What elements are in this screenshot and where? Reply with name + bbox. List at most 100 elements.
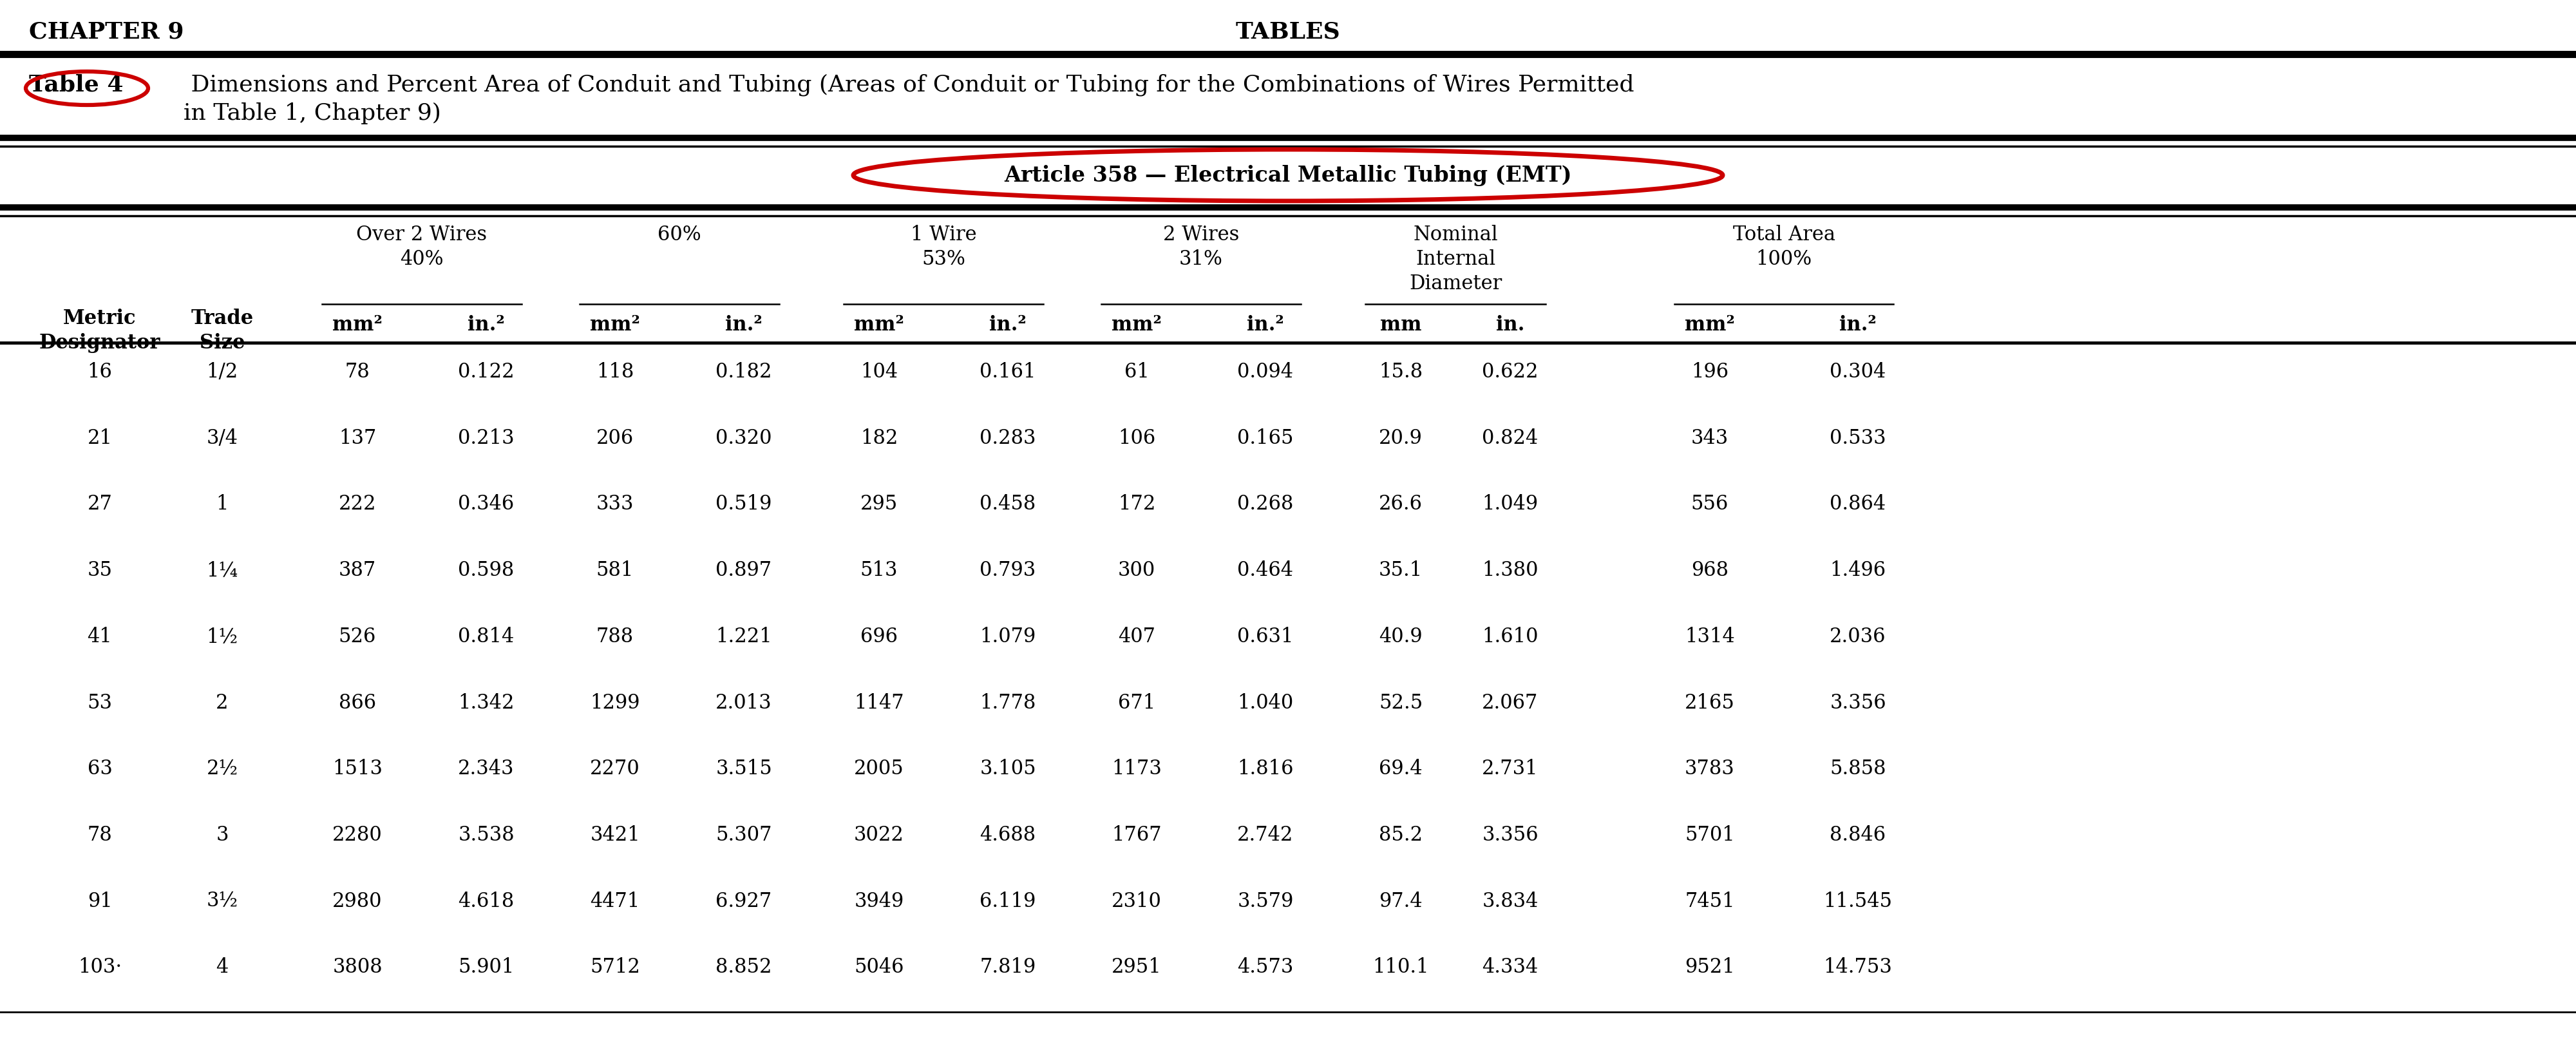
Text: 866: 866 xyxy=(337,693,376,713)
Text: 2.067: 2.067 xyxy=(1481,693,1538,713)
Text: 3: 3 xyxy=(216,825,229,845)
Text: in.²: in.² xyxy=(469,315,505,335)
Text: 206: 206 xyxy=(595,428,634,448)
Text: 1.221: 1.221 xyxy=(716,627,773,647)
Text: 526: 526 xyxy=(337,627,376,647)
Text: 3.834: 3.834 xyxy=(1481,892,1538,911)
Text: 2980: 2980 xyxy=(332,892,381,911)
Text: 0.165: 0.165 xyxy=(1236,428,1293,448)
Text: 1314: 1314 xyxy=(1685,627,1734,647)
Text: 1173: 1173 xyxy=(1113,759,1162,779)
Text: 3783: 3783 xyxy=(1685,759,1734,779)
Text: 21: 21 xyxy=(88,428,113,448)
Text: TABLES: TABLES xyxy=(1236,20,1340,42)
Text: 788: 788 xyxy=(595,627,634,647)
Text: 1.079: 1.079 xyxy=(979,627,1036,647)
Text: 1.380: 1.380 xyxy=(1481,560,1538,580)
Text: 1.040: 1.040 xyxy=(1236,693,1293,713)
Text: 35.1: 35.1 xyxy=(1378,560,1422,580)
Text: Article 358 — Electrical Metallic Tubing (EMT): Article 358 — Electrical Metallic Tubing… xyxy=(1005,164,1571,185)
Text: 0.814: 0.814 xyxy=(459,627,515,647)
Text: 4.334: 4.334 xyxy=(1481,957,1538,977)
Text: 0.864: 0.864 xyxy=(1829,495,1886,515)
Text: 333: 333 xyxy=(595,495,634,515)
Text: 0.268: 0.268 xyxy=(1236,495,1293,515)
Text: 91: 91 xyxy=(88,892,113,911)
Text: 3.515: 3.515 xyxy=(716,759,773,779)
Text: 118: 118 xyxy=(595,362,634,382)
Text: 3½: 3½ xyxy=(206,892,237,911)
Text: 20.9: 20.9 xyxy=(1378,428,1422,448)
Text: 0.519: 0.519 xyxy=(716,495,773,515)
Text: 0.304: 0.304 xyxy=(1829,362,1886,382)
Text: 1.049: 1.049 xyxy=(1481,495,1538,515)
Text: 52.5: 52.5 xyxy=(1378,693,1422,713)
Text: 0.622: 0.622 xyxy=(1481,362,1538,382)
Text: 0.533: 0.533 xyxy=(1829,428,1886,448)
Text: 3421: 3421 xyxy=(590,825,639,845)
Text: 0.094: 0.094 xyxy=(1236,362,1293,382)
Text: 3.105: 3.105 xyxy=(979,759,1036,779)
Text: 8.846: 8.846 xyxy=(1829,825,1886,845)
Text: 2310: 2310 xyxy=(1113,892,1162,911)
Text: 222: 222 xyxy=(337,495,376,515)
Text: 0.793: 0.793 xyxy=(979,560,1036,580)
Text: 0.283: 0.283 xyxy=(979,428,1036,448)
Text: Nominal
Internal
Diameter: Nominal Internal Diameter xyxy=(1409,225,1502,294)
Text: 1147: 1147 xyxy=(855,693,904,713)
Text: 7.819: 7.819 xyxy=(979,957,1036,977)
Text: 0.897: 0.897 xyxy=(716,560,773,580)
Text: in.²: in.² xyxy=(1839,315,1875,335)
Text: 2: 2 xyxy=(216,693,229,713)
Text: 407: 407 xyxy=(1118,627,1154,647)
Text: 1 Wire
53%: 1 Wire 53% xyxy=(909,225,976,269)
Text: 1767: 1767 xyxy=(1113,825,1162,845)
Text: 696: 696 xyxy=(860,627,899,647)
Text: 1299: 1299 xyxy=(590,693,639,713)
Text: mm²: mm² xyxy=(332,315,381,335)
Text: in.²: in.² xyxy=(726,315,762,335)
Text: 16: 16 xyxy=(88,362,113,382)
Text: 581: 581 xyxy=(595,560,634,580)
Text: Metric
Designator: Metric Designator xyxy=(39,308,160,353)
Text: 295: 295 xyxy=(860,495,899,515)
Text: 671: 671 xyxy=(1118,693,1157,713)
Text: Over 2 Wires
40%: Over 2 Wires 40% xyxy=(355,225,487,269)
Text: mm²: mm² xyxy=(1685,315,1734,335)
Text: 137: 137 xyxy=(337,428,376,448)
Text: 2165: 2165 xyxy=(1685,693,1734,713)
Text: 1/2: 1/2 xyxy=(206,362,237,382)
Text: 78: 78 xyxy=(345,362,371,382)
Text: 0.161: 0.161 xyxy=(979,362,1036,382)
Text: 14.753: 14.753 xyxy=(1824,957,1893,977)
Text: 0.598: 0.598 xyxy=(459,560,515,580)
Text: 0.346: 0.346 xyxy=(459,495,515,515)
Text: 3022: 3022 xyxy=(855,825,904,845)
Text: 0.182: 0.182 xyxy=(716,362,773,382)
Text: 97.4: 97.4 xyxy=(1378,892,1422,911)
Text: mm²: mm² xyxy=(1113,315,1162,335)
Text: 3808: 3808 xyxy=(332,957,381,977)
Text: 35: 35 xyxy=(88,560,113,580)
Text: 4.618: 4.618 xyxy=(459,892,515,911)
Text: Table 4: Table 4 xyxy=(28,73,124,95)
Text: 343: 343 xyxy=(1690,428,1728,448)
Text: 2005: 2005 xyxy=(855,759,904,779)
Text: 0.122: 0.122 xyxy=(459,362,515,382)
Text: 9521: 9521 xyxy=(1685,957,1734,977)
Text: 1¼: 1¼ xyxy=(206,560,237,580)
Text: 40.9: 40.9 xyxy=(1378,627,1422,647)
Text: 3.579: 3.579 xyxy=(1236,892,1293,911)
Text: 4.573: 4.573 xyxy=(1236,957,1293,977)
Text: 2270: 2270 xyxy=(590,759,639,779)
Text: mm²: mm² xyxy=(590,315,639,335)
Text: 2.013: 2.013 xyxy=(716,693,773,713)
Text: 2.742: 2.742 xyxy=(1236,825,1293,845)
Text: 11.545: 11.545 xyxy=(1824,892,1893,911)
Text: 0.631: 0.631 xyxy=(1236,627,1293,647)
Text: 1513: 1513 xyxy=(332,759,381,779)
Text: 15.8: 15.8 xyxy=(1378,362,1422,382)
Text: 4: 4 xyxy=(216,957,229,977)
Text: 27: 27 xyxy=(88,495,113,515)
Text: 1: 1 xyxy=(216,495,229,515)
